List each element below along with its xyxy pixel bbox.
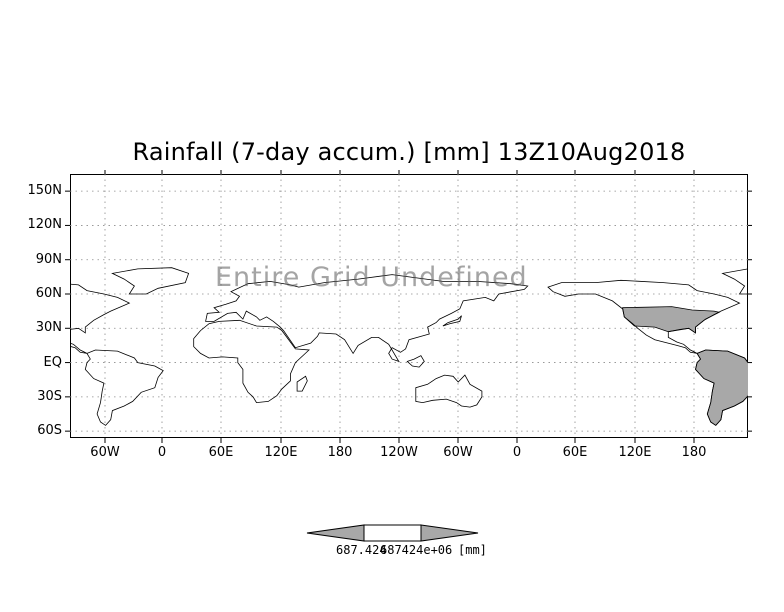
lon-tick-label: 180 [681, 445, 707, 460]
madagascar-outline-1 [296, 375, 308, 392]
north-america-outline-1 [70, 283, 131, 354]
axis-ticks [65, 170, 752, 443]
colorbar-center-box [363, 524, 422, 542]
lon-tick-label: 0 [512, 445, 522, 460]
colorbar [306, 524, 479, 542]
lat-tick-label: 60S [37, 423, 62, 439]
colorbar-left-arrow [306, 524, 365, 542]
lat-tick-label: 120N [27, 217, 62, 233]
lon-tick-label: 0 [157, 445, 167, 460]
colorbar-right-arrow [420, 524, 479, 542]
north-america-outline-2 [547, 279, 741, 354]
japan-outline-1 [442, 315, 462, 327]
lat-tick-label: 90N [35, 251, 62, 267]
lat-tick-label: 30S [37, 388, 62, 404]
lon-tick-label: 120W [380, 445, 418, 460]
map-title: Rainfall (7-day accum.) [mm] 13Z10Aug201… [132, 138, 686, 166]
lat-tick-label: 30N [35, 320, 62, 336]
africa-outline-1 [193, 319, 310, 404]
borneo-outline-1 [406, 355, 425, 368]
colorbar-unit-label: [mm] [458, 543, 487, 557]
lon-tick-label: 120E [618, 445, 652, 460]
south-america-outline-1 [84, 349, 164, 426]
lon-tick-label: 60W [90, 445, 120, 460]
lat-tick-label: 150N [27, 183, 62, 199]
lon-tick-label: 120E [264, 445, 298, 460]
australia-outline-1 [415, 374, 483, 408]
land-masses [70, 267, 748, 426]
greenland-outline-2 [721, 268, 748, 295]
colorbar-left-label: 687.424 [336, 543, 387, 557]
south-america-outline-2 [695, 349, 748, 426]
undefined-grid-overlay: Entire Grid Undefined [215, 262, 528, 293]
lon-tick-label: 180 [327, 445, 353, 460]
lon-tick-label: 60E [562, 445, 588, 460]
greenland-outline-1 [111, 267, 190, 295]
lon-tick-label: 60W [443, 445, 473, 460]
lat-lon-grid [70, 174, 748, 438]
lat-tick-label: 60N [35, 286, 62, 301]
lon-tick-label: 60E [208, 445, 234, 460]
lat-tick-label: EQ [43, 354, 62, 370]
colorbar-right-label: 687424e+06 [380, 543, 453, 557]
eurasia-outline-1 [205, 274, 529, 363]
